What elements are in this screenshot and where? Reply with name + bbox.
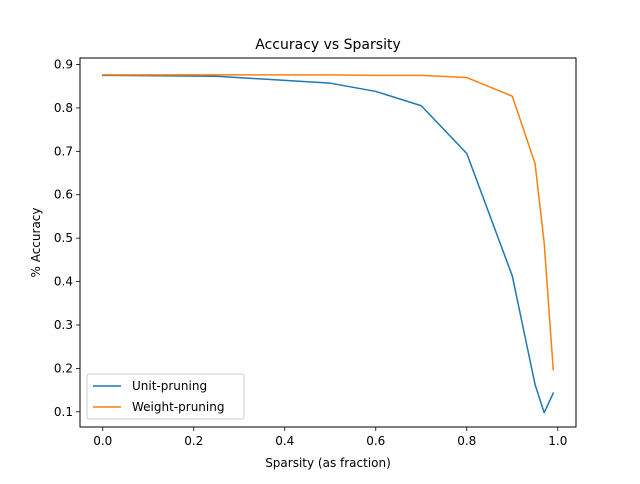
y-tick-label: 0.6	[54, 188, 73, 202]
legend-label-unit-pruning: Unit-pruning	[132, 379, 207, 393]
x-axis-label: Sparsity (as fraction)	[265, 456, 391, 470]
x-axis-ticks: 0.0 0.2 0.4 0.6 0.8 1.0	[93, 427, 567, 448]
chart-title: Accuracy vs Sparsity	[255, 37, 400, 53]
x-tick-label: 0.4	[275, 434, 294, 448]
y-tick-label: 0.8	[54, 101, 73, 115]
y-tick-label: 0.2	[54, 361, 73, 375]
plot-area	[101, 74, 555, 414]
series-line-unit-pruning	[101, 74, 555, 414]
y-axis-ticks: 0.1 0.2 0.3 0.4 0.5 0.6 0.7 0.8 0.9	[54, 58, 80, 419]
series-line-weight-pruning	[102, 74, 555, 371]
y-axis-label: % Accuracy	[29, 207, 43, 277]
legend: Unit-pruning Weight-pruning	[86, 373, 245, 420]
y-tick-label: 0.5	[54, 231, 73, 245]
axes-frame	[79, 57, 577, 428]
y-tick-label: 0.3	[54, 318, 73, 332]
x-tick-label: 0.8	[457, 434, 476, 448]
y-tick-label: 0.4	[54, 275, 73, 289]
x-tick-label: 0.0	[93, 434, 112, 448]
x-tick-label: 0.6	[366, 434, 385, 448]
x-tick-label: 1.0	[548, 434, 567, 448]
y-tick-label: 0.1	[54, 405, 73, 419]
x-tick-label: 0.2	[184, 434, 203, 448]
y-tick-label: 0.9	[54, 58, 73, 72]
y-tick-label: 0.7	[54, 144, 73, 158]
legend-label-weight-pruning: Weight-pruning	[132, 400, 224, 414]
legend-box	[86, 373, 245, 420]
